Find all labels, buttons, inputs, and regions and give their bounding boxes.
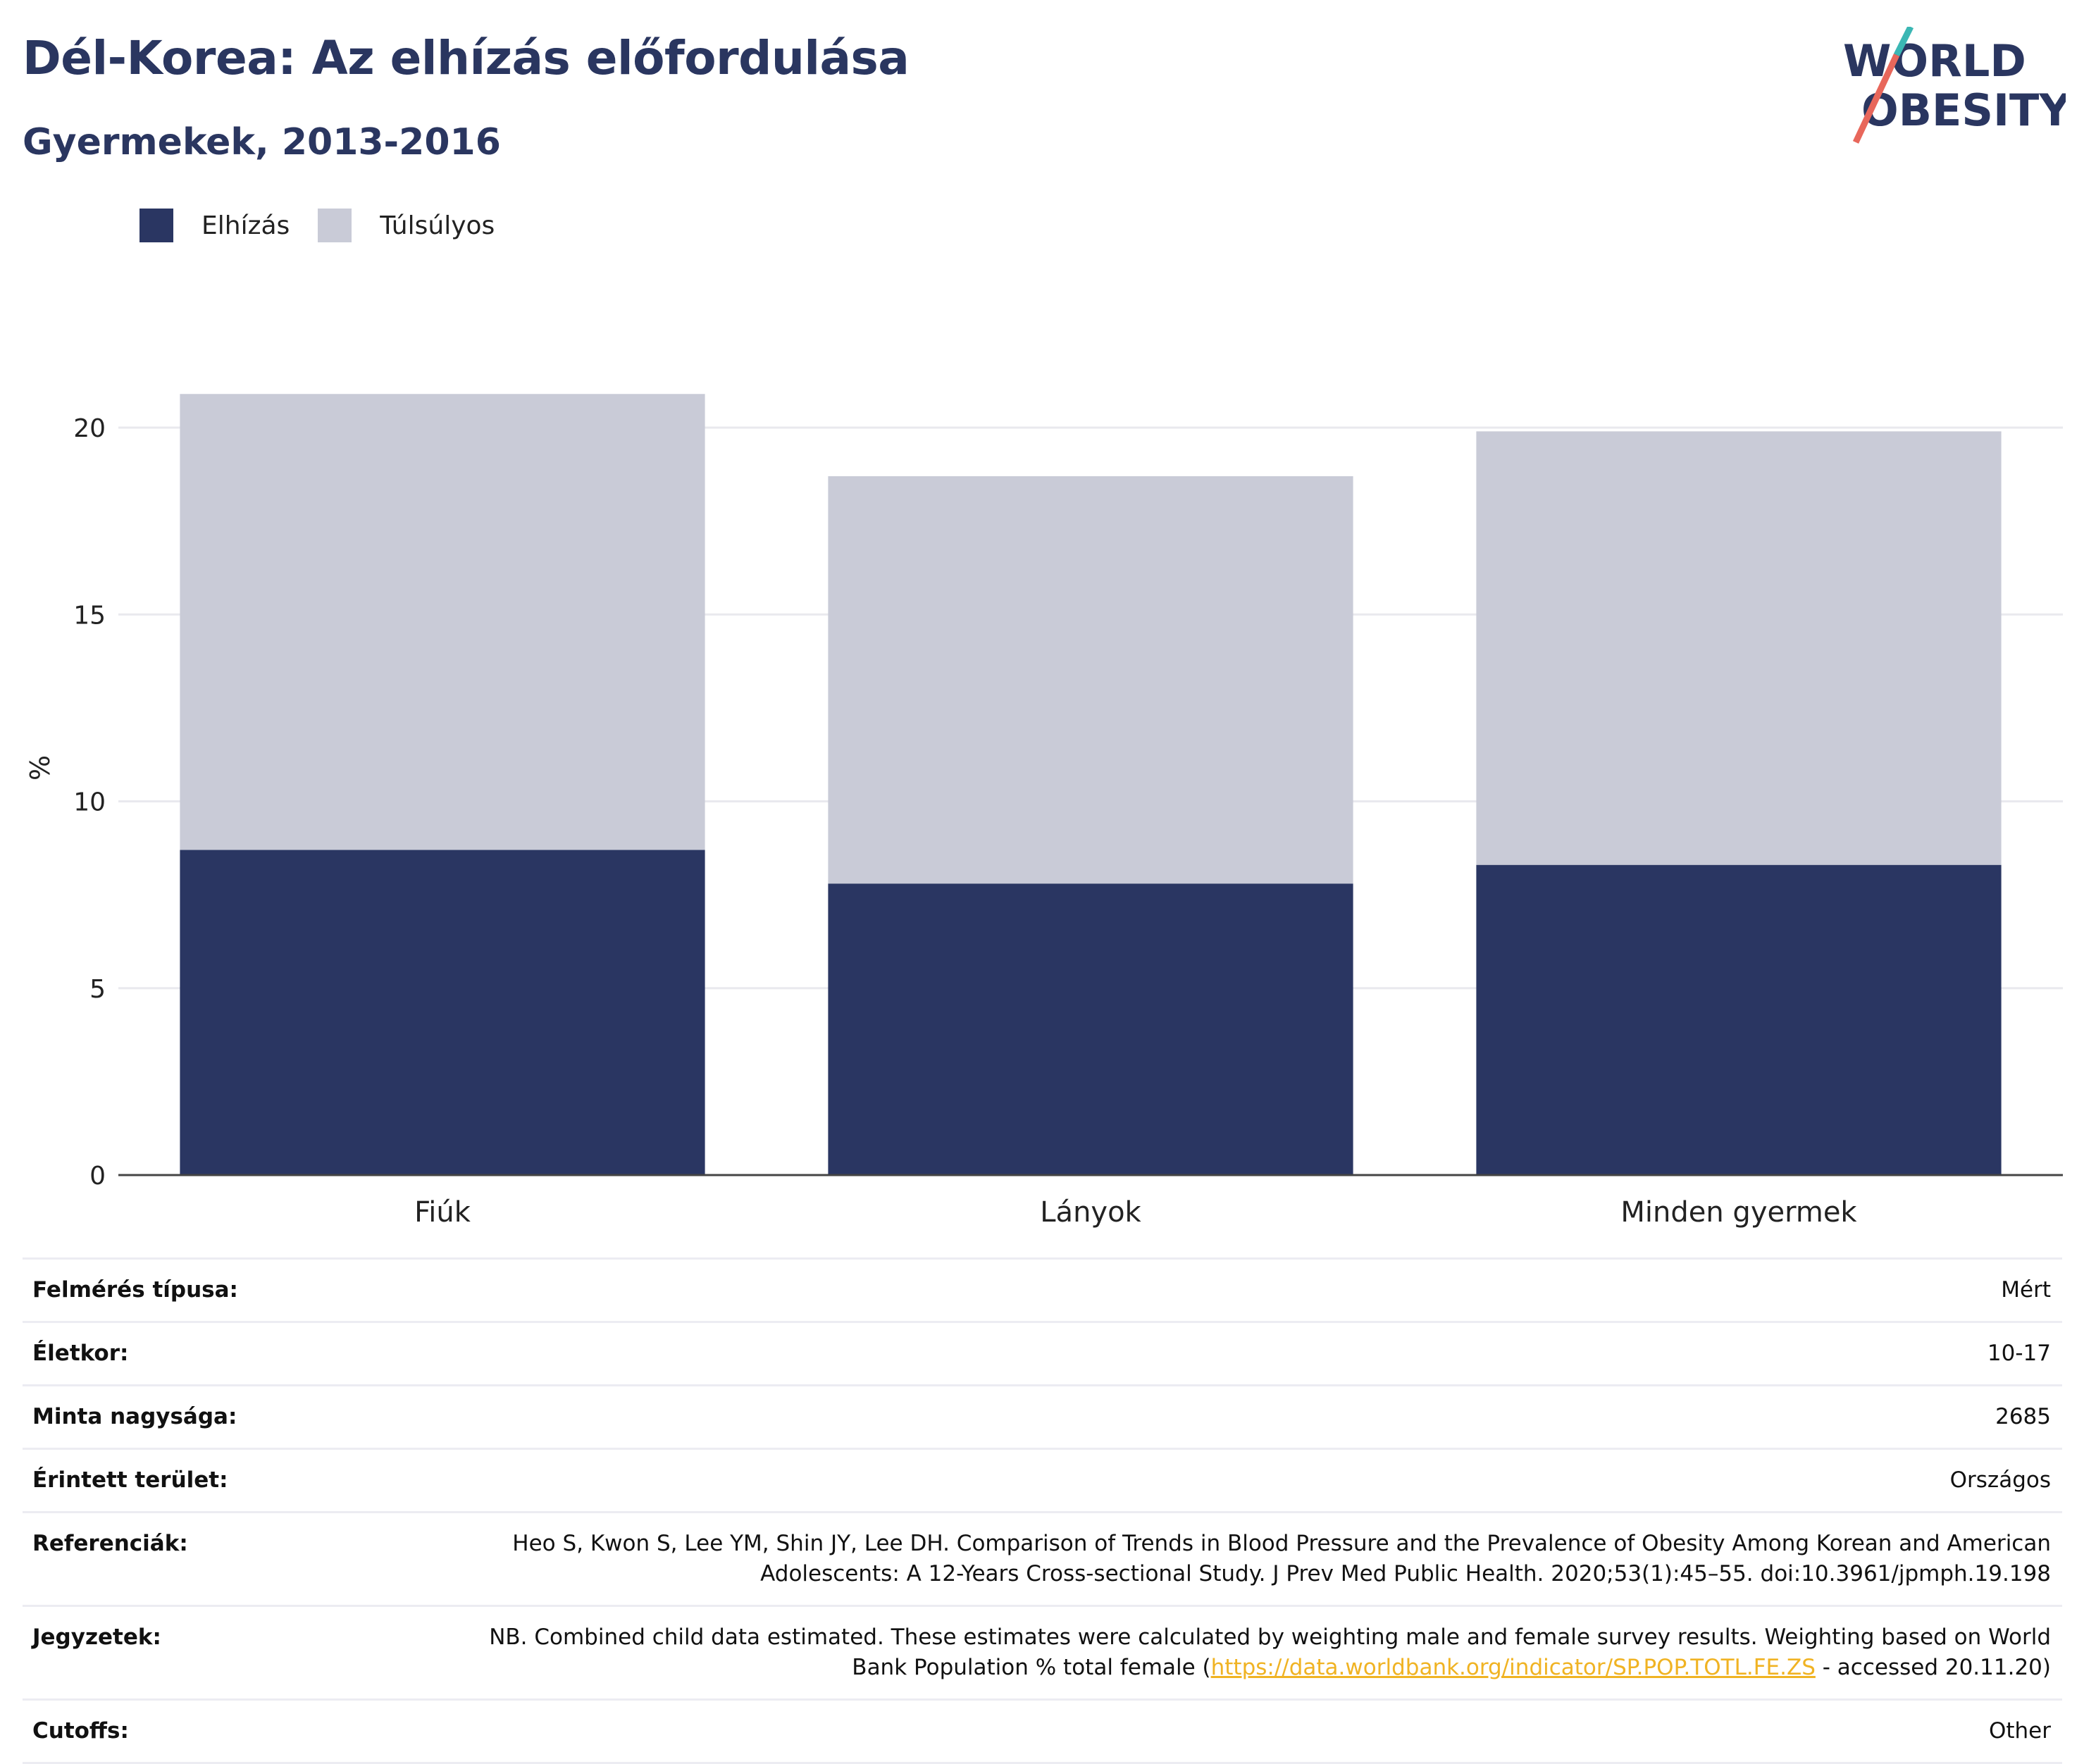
meta-label: Referenciák: — [32, 1531, 188, 1556]
notes-text-after: - accessed 20.11.20) — [1815, 1655, 2051, 1680]
legend: Elhízás Túlsúlyos — [139, 209, 523, 242]
worldbank-link[interactable]: https://data.worldbank.org/indicator/SP.… — [1210, 1655, 1816, 1680]
meta-row-survey-type: Felmérés típusa: Mért — [23, 1257, 2062, 1321]
logo-stroke-teal — [1893, 27, 1914, 57]
meta-label: Jegyzetek: — [32, 1625, 161, 1650]
meta-value: 2685 — [1995, 1404, 2051, 1429]
meta-value: Mért — [2001, 1277, 2051, 1303]
y-tick-label: 20 — [73, 414, 106, 443]
notes-text-before: NB. Combined child data estimated. These… — [489, 1625, 2051, 1680]
meta-label: Minta nagysága: — [32, 1404, 237, 1429]
legend-label-obesity: Elhízás — [201, 211, 290, 240]
x-tick-label: Lányok — [1040, 1196, 1141, 1229]
metadata-table: Felmérés típusa: Mért Életkor: 10-17 Min… — [23, 1257, 2062, 1764]
page-title: Dél-Korea: Az elhízás előfordulása — [23, 31, 910, 85]
x-tick-label: Minden gyermek — [1620, 1196, 1857, 1229]
bar-obesity — [180, 850, 705, 1175]
y-tick-label: 0 — [89, 1162, 106, 1191]
logo-line1: WORLD — [1843, 35, 2026, 87]
meta-value: Heo S, Kwon S, Lee YM, Shin JY, Lee DH. … — [512, 1531, 2051, 1586]
bar-overweight — [1476, 431, 2002, 865]
meta-row-notes: Jegyzetek: NB. Combined child data estim… — [23, 1605, 2062, 1698]
bar-overweight — [828, 476, 1353, 884]
meta-label: Érintett terület: — [32, 1467, 228, 1493]
world-obesity-logo: WORLD OBESITY — [1843, 27, 2066, 144]
stacked-bar-chart: 0 5 10 15 20% Fiúk Lányok Minden gyermek — [25, 394, 2063, 1229]
legend-label-overweight: Túlsúlyos — [380, 211, 495, 240]
bar-obesity — [828, 883, 1353, 1175]
meta-label: Cutoffs: — [32, 1718, 129, 1744]
y-axis-label: % — [25, 755, 56, 781]
logo-stroke-coral — [1852, 54, 1900, 144]
y-tick-label: 10 — [73, 788, 106, 817]
meta-value: 10-17 — [1987, 1341, 2051, 1366]
legend-item-overweight[interactable]: Túlsúlyos — [318, 209, 495, 242]
meta-row-area: Érintett terület: Országos — [23, 1448, 2062, 1511]
page-subtitle: Gyermekek, 2013-2016 — [23, 121, 501, 163]
meta-value: NB. Combined child data estimated. These… — [445, 1622, 2051, 1683]
meta-value: Other — [1988, 1718, 2051, 1744]
meta-label: Életkor: — [32, 1341, 129, 1366]
logo-line2: OBESITY — [1861, 85, 2066, 136]
bar-obesity — [1476, 864, 2002, 1175]
meta-label: Felmérés típusa: — [32, 1277, 238, 1303]
meta-row-cutoffs: Cutoffs: Other — [23, 1698, 2062, 1764]
meta-row-references: Referenciák: Heo S, Kwon S, Lee YM, Shin… — [23, 1511, 2062, 1605]
y-tick-label: 5 — [89, 975, 106, 1004]
legend-item-obesity[interactable]: Elhízás — [139, 209, 290, 242]
y-tick-label: 15 — [73, 601, 106, 630]
legend-swatch-obesity — [139, 209, 173, 242]
x-tick-label: Fiúk — [414, 1196, 471, 1229]
legend-swatch-overweight — [318, 209, 352, 242]
meta-value: Országos — [1949, 1467, 2051, 1493]
meta-row-age: Életkor: 10-17 — [23, 1321, 2062, 1384]
meta-row-sample-size: Minta nagysága: 2685 — [23, 1384, 2062, 1448]
bar-overweight — [180, 394, 705, 850]
